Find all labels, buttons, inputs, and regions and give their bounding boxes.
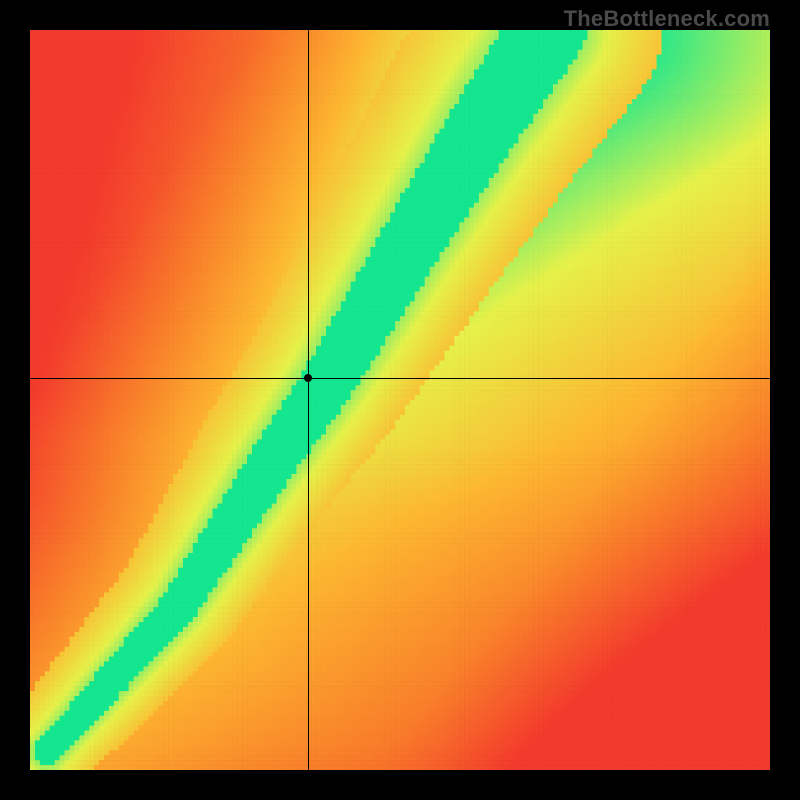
crosshair-vertical: [308, 30, 309, 770]
marker-point: [304, 374, 312, 382]
heatmap-plot: [30, 30, 770, 770]
heatmap-canvas: [30, 30, 770, 770]
crosshair-horizontal: [30, 378, 770, 379]
watermark-text: TheBottleneck.com: [564, 6, 770, 32]
